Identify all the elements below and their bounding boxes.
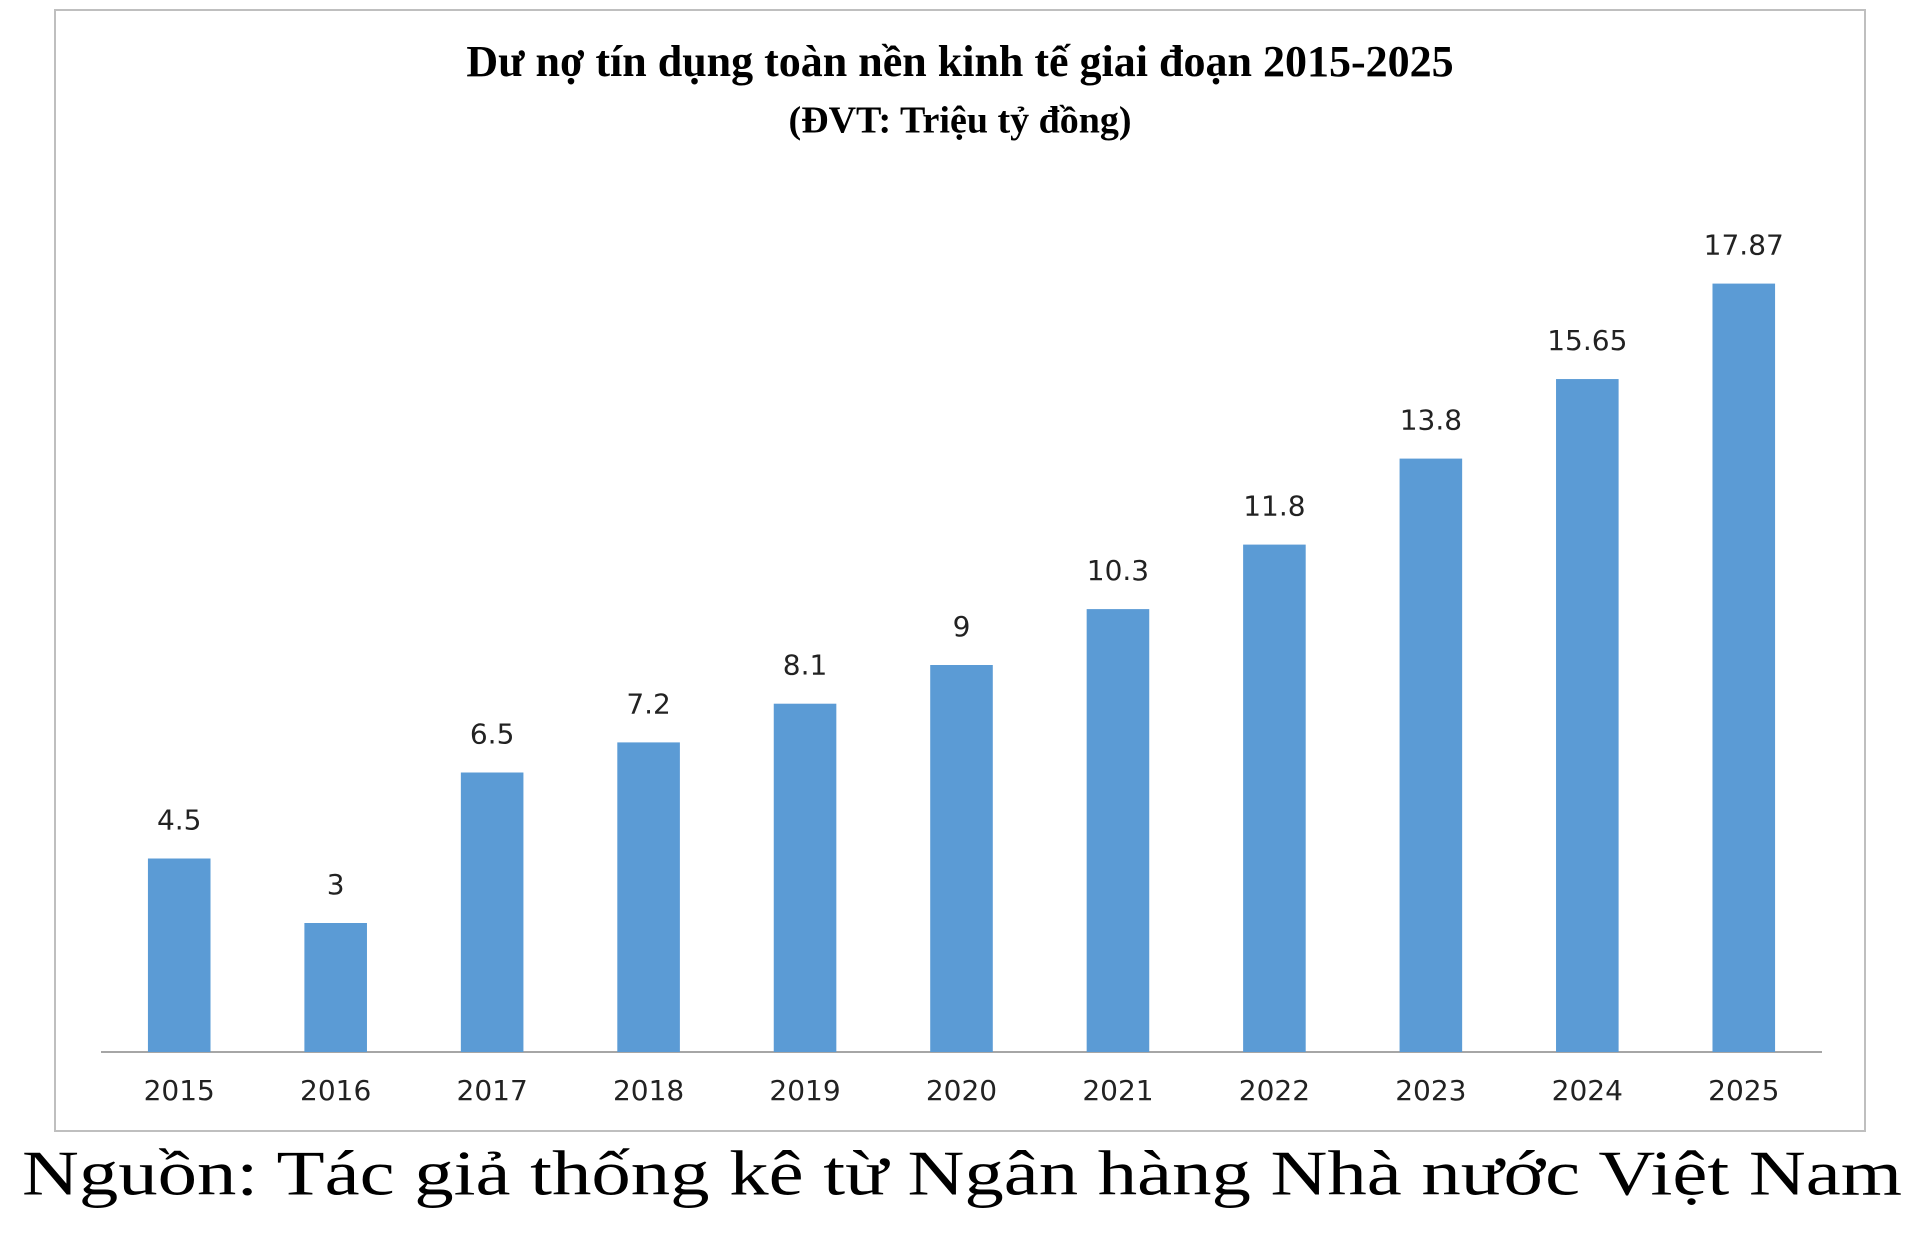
bar [460, 772, 524, 1052]
value-label: 11.8 [1243, 490, 1305, 523]
bar [304, 923, 367, 1052]
bar [1712, 283, 1776, 1053]
x-tick-label: 2018 [613, 1074, 684, 1107]
value-label: 8.1 [783, 649, 828, 682]
bar [617, 742, 680, 1052]
value-label: 9 [953, 610, 971, 643]
x-tick-label: 2016 [300, 1074, 371, 1107]
x-tick-label: 2021 [1082, 1074, 1153, 1107]
bar [1556, 379, 1619, 1052]
source-note: Nguồn: Tác giả thống kê từ Ngân hàng Nhà… [22, 1138, 1902, 1209]
x-tick-label: 2020 [926, 1074, 997, 1107]
bar [1399, 458, 1463, 1053]
bar [1086, 609, 1150, 1052]
bar [1243, 544, 1306, 1052]
bar [930, 665, 993, 1052]
x-tick-label: 2015 [144, 1074, 215, 1107]
x-tick-label: 2023 [1395, 1074, 1466, 1107]
value-label: 10.3 [1087, 554, 1149, 587]
value-label: 15.65 [1547, 324, 1627, 357]
x-tick-label: 2017 [457, 1074, 528, 1107]
value-label: 7.2 [626, 687, 671, 720]
value-label: 6.5 [470, 718, 515, 751]
bar [147, 858, 211, 1052]
value-label: 17.87 [1704, 229, 1784, 262]
x-tick-label: 2025 [1708, 1074, 1779, 1107]
x-tick-label: 2024 [1552, 1074, 1623, 1107]
bar [773, 703, 837, 1052]
chart-title: Dư nợ tín dụng toàn nền kinh tế giai đoạ… [466, 37, 1453, 86]
chart-subtitle: (ĐVT: Triệu tỷ đồng) [788, 100, 1131, 142]
value-label: 4.5 [157, 804, 202, 837]
x-tick-label: 2019 [769, 1074, 840, 1107]
value-label: 3 [327, 868, 345, 901]
x-tick-label: 2022 [1239, 1074, 1310, 1107]
value-label: 13.8 [1400, 404, 1462, 437]
